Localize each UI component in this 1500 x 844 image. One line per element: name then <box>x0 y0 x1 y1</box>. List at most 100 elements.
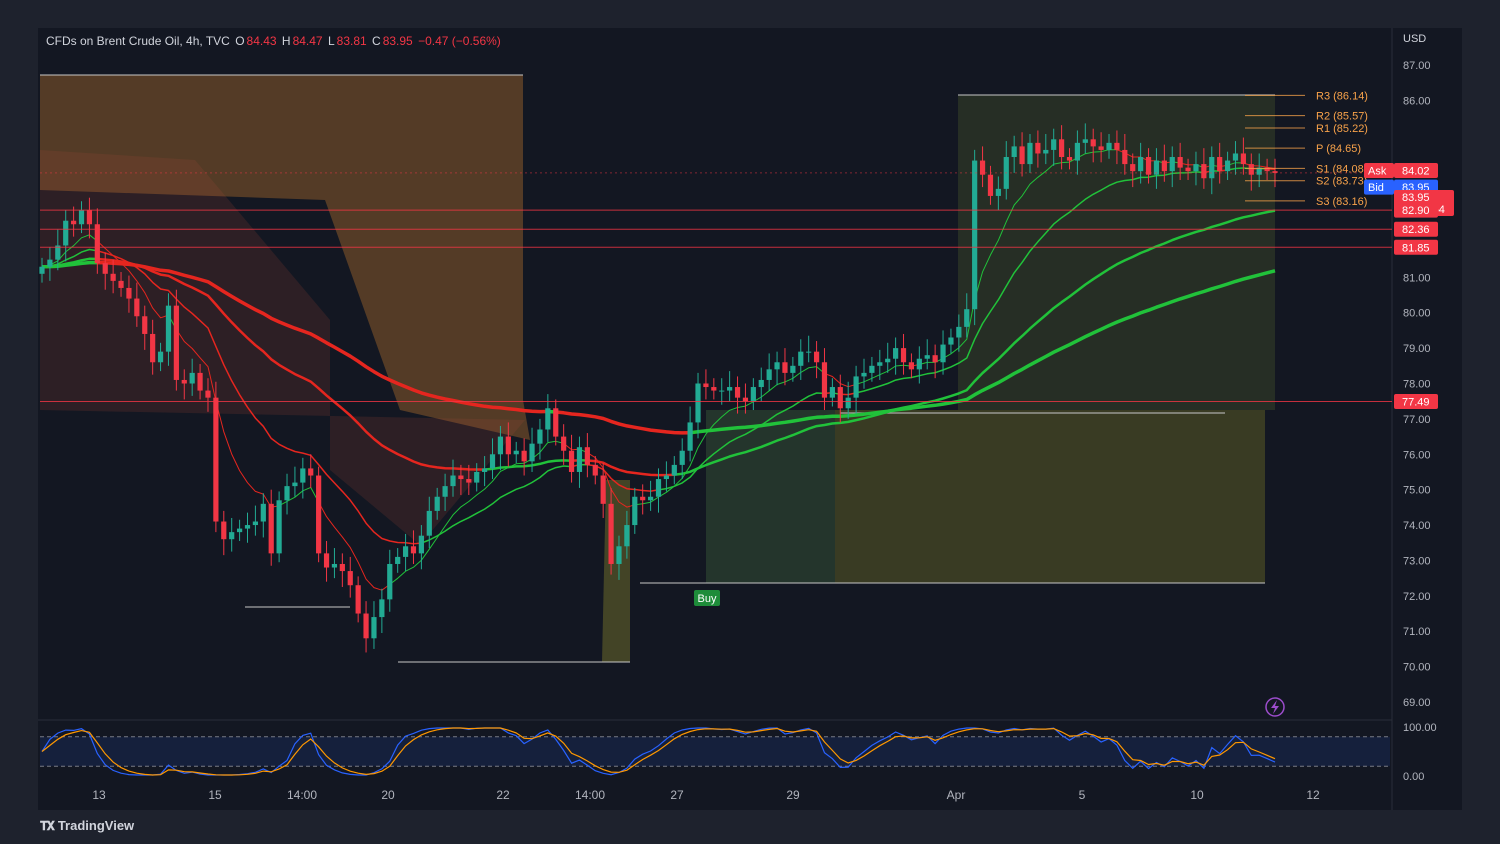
candle-body <box>189 372 195 384</box>
y-tick-label: 86.00 <box>1403 95 1431 107</box>
oscillator-d-line <box>41 727 1276 776</box>
x-tick-label: 10 <box>1190 788 1204 802</box>
price-badge-text: 82.90 <box>1402 205 1430 217</box>
oscillator-band <box>40 736 1390 767</box>
candle-body <box>316 475 322 554</box>
ema-slow-line <box>587 459 675 477</box>
ema-slow-line <box>97 257 485 471</box>
y-tick-label: 73.00 <box>1403 555 1431 567</box>
candle-body <box>1082 139 1088 143</box>
candle-body <box>1058 139 1065 158</box>
candle-body <box>1130 164 1136 172</box>
candle-body <box>885 358 891 363</box>
candle-body <box>331 563 338 568</box>
candle-body <box>1074 142 1081 161</box>
candle-body <box>434 496 440 511</box>
y-tick-label: 71.00 <box>1403 626 1431 638</box>
candle-body <box>260 503 266 522</box>
candle-body <box>766 369 772 380</box>
pivot-label: S1 (84.08) <box>1316 163 1367 175</box>
candle-body <box>347 571 353 586</box>
candle-body <box>663 475 670 480</box>
candle-body <box>379 599 385 618</box>
candle-body <box>600 475 606 504</box>
y-tick-label: 80.00 <box>1403 308 1431 320</box>
low-value: 83.81 <box>336 34 367 48</box>
x-tick-label: 14:00 <box>575 788 605 802</box>
candle-body <box>576 447 583 472</box>
bearish-zone <box>40 75 530 440</box>
price-badge-tag <box>1364 162 1394 178</box>
high-label: H <box>281 34 291 48</box>
candle-body <box>869 365 875 373</box>
candle-body <box>1185 167 1191 172</box>
candle-body <box>1019 146 1025 165</box>
candle-body <box>505 436 511 455</box>
price-badge-text: 81.85 <box>1402 242 1430 254</box>
candle-body <box>592 464 598 476</box>
symbol-header: CFDs on Brent Crude Oil, 4h, TVC O 84.43 … <box>46 34 503 48</box>
tradingview-logo[interactable]: 𝐓𝐗 TradingView <box>40 818 134 834</box>
currency-label: USD <box>1403 33 1427 45</box>
candle-body <box>236 528 243 533</box>
candle-body <box>426 510 432 536</box>
candle-body <box>537 429 543 444</box>
candle-body <box>1066 157 1073 161</box>
lightning-icon <box>1265 697 1285 717</box>
candle-body <box>1027 142 1033 165</box>
candle-body <box>1122 149 1128 165</box>
candle-body <box>268 503 274 554</box>
ema-mid-line <box>421 465 572 544</box>
candle-body <box>624 525 630 547</box>
ema-long-line <box>97 260 548 414</box>
candle-body <box>806 351 812 353</box>
candle-body <box>110 273 116 281</box>
candle-body <box>687 422 693 451</box>
candle-body <box>1201 164 1207 179</box>
buy-signal-text: Buy <box>698 593 717 605</box>
candle-body <box>55 245 61 260</box>
candle-body <box>671 464 677 476</box>
y-tick-label: 69.00 <box>1403 697 1431 709</box>
candle-body <box>719 390 725 392</box>
ema-fast-line <box>96 240 169 319</box>
ema-fast-line <box>855 364 912 385</box>
y-tick-label: 72.00 <box>1403 591 1431 603</box>
candle-body <box>165 305 172 352</box>
candle-body <box>323 553 330 568</box>
candle-body <box>418 535 424 554</box>
price-badge <box>1394 162 1438 178</box>
candle-body <box>1256 167 1262 175</box>
candle-body <box>474 471 480 483</box>
candle-body <box>308 468 314 476</box>
candle-body <box>529 443 535 462</box>
y-tick-label: 70.00 <box>1403 662 1431 674</box>
candle-body <box>363 613 369 639</box>
candle-body <box>142 316 148 334</box>
x-tick-label: 20 <box>381 788 395 802</box>
x-tick-label: 29 <box>786 788 800 802</box>
candle-body <box>1217 157 1223 172</box>
pivot-label: R3 (86.14) <box>1316 90 1368 102</box>
candle-body <box>489 454 496 469</box>
pivot-label: P (84.65) <box>1316 143 1361 155</box>
candle-body <box>956 326 962 338</box>
candle-body <box>940 344 946 363</box>
ema-long-line <box>555 410 691 435</box>
candle-body <box>861 372 867 377</box>
x-tick-label: 27 <box>670 788 684 802</box>
candle-body <box>339 563 345 572</box>
candle-body <box>466 479 472 483</box>
ema-mid-line <box>97 250 422 545</box>
price-badge-text: 84.02 <box>1402 165 1430 177</box>
candle-body <box>608 503 614 564</box>
ema-mid-line <box>658 392 825 491</box>
candle-body <box>1248 164 1254 175</box>
candle-body <box>821 362 828 398</box>
pivot-label: R2 (85.57) <box>1316 111 1368 123</box>
oscillator-y-tick: 0.00 <box>1403 771 1424 783</box>
candle-body <box>355 585 361 614</box>
candle-body <box>727 387 733 391</box>
